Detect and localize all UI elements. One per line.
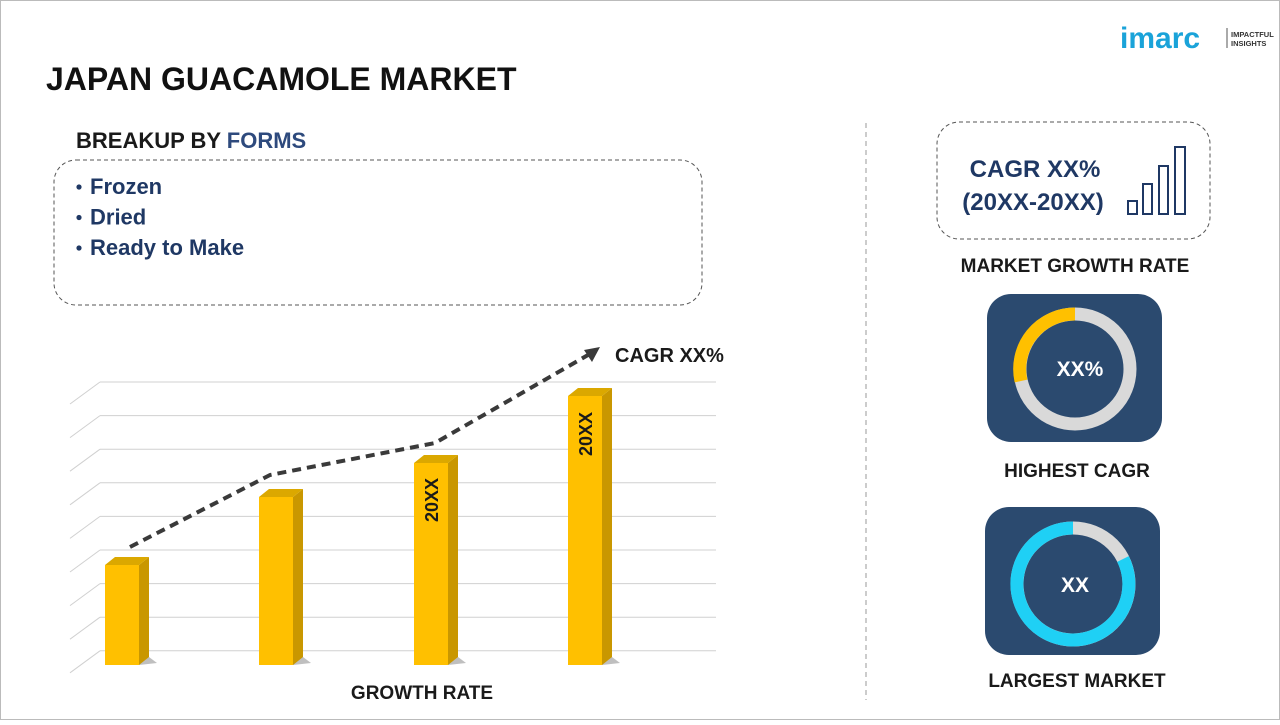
breakup-dimension: FORMS <box>227 128 306 153</box>
bullet <box>76 184 82 190</box>
growth-icon <box>1127 146 1186 215</box>
breakup-list: Frozen Dried Ready to Make <box>76 174 244 260</box>
kpi-label: MARKET GROWTH RATE <box>961 256 1190 277</box>
grid-line <box>69 482 101 506</box>
bar-side <box>602 388 612 665</box>
kpi-value: CAGR XX% <box>970 156 1101 183</box>
bullet <box>76 245 82 251</box>
logo: imarc IMPACTFUL INSIGHTS <box>1120 22 1274 55</box>
bar-top <box>568 388 612 396</box>
kpi-box <box>936 121 1211 240</box>
kpi-label: LARGEST MARKET <box>988 671 1166 692</box>
kpi-value: XX <box>1061 574 1089 597</box>
logo-tagline: IMPACTFUL <box>1231 30 1274 39</box>
grid-line <box>69 415 101 439</box>
kpi-value: XX% <box>1057 358 1104 381</box>
chart-bars <box>105 388 620 665</box>
trend-arrow <box>584 347 600 362</box>
page-title: JAPAN GUACAMOLE MARKET <box>46 61 517 97</box>
bar-front <box>259 497 293 665</box>
grid-line <box>69 650 101 674</box>
bar-side <box>139 557 149 665</box>
breakup-item: Ready to Make <box>90 235 244 260</box>
bar-label: 20XX <box>576 412 596 456</box>
grid-line <box>69 448 101 472</box>
axis-label: GROWTH RATE <box>351 683 493 704</box>
bullet <box>76 214 82 221</box>
bar-front <box>414 463 448 665</box>
cagr-label: CAGR XX% <box>615 345 724 367</box>
bar-front <box>105 565 139 665</box>
donut-arc <box>1013 307 1076 383</box>
bar-side <box>448 455 458 665</box>
grid-line <box>69 515 101 539</box>
chart-grid <box>69 381 716 674</box>
bar-top <box>105 557 149 565</box>
bar-side <box>293 489 303 665</box>
logo-tagline: INSIGHTS <box>1231 39 1266 48</box>
bar-front <box>568 396 602 665</box>
bar-label: 20XX <box>422 478 442 522</box>
trend-line <box>129 353 589 549</box>
donut-arc <box>1010 521 1136 647</box>
breakup-box <box>53 159 703 306</box>
kpi-label: HIGHEST CAGR <box>1004 461 1150 482</box>
grid-line <box>69 583 101 607</box>
kpi-period: (20XX-20XX) <box>962 189 1103 216</box>
grid-line <box>69 616 101 640</box>
bar-top <box>414 455 458 463</box>
grid-line <box>69 549 101 573</box>
breakup-heading: BREAKUP BY FORMS <box>76 128 306 153</box>
logo-name: imarc <box>1120 22 1200 55</box>
breakup-label: BREAKUP BY <box>76 128 221 153</box>
grid-line <box>69 381 101 405</box>
breakup-item: Dried <box>90 205 146 230</box>
breakup-item: Frozen <box>90 174 162 199</box>
bar-top <box>259 489 303 497</box>
